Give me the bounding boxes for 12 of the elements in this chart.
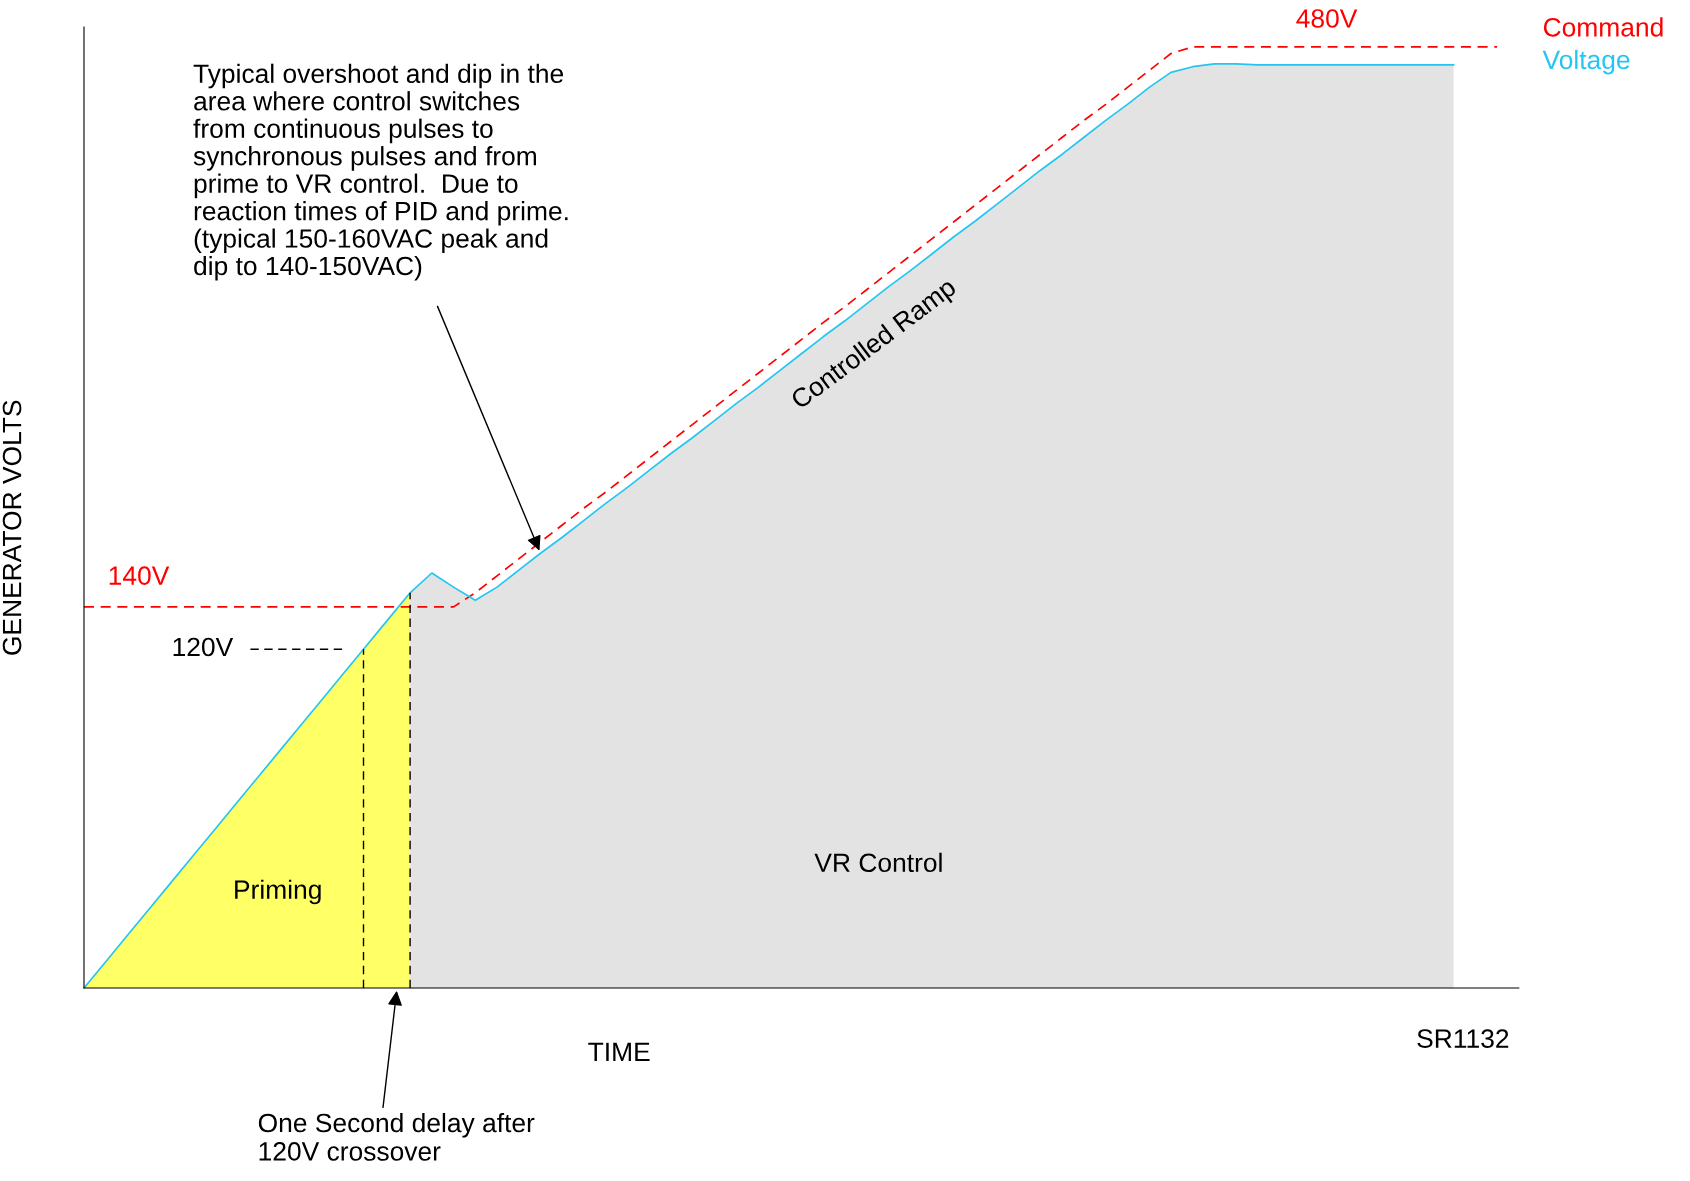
annotation: 140V bbox=[109, 566, 170, 585]
annotation: Typical overshoot and dip in the area where control switches from continuous pulses to synchronous pulses and from prime to VR control. Due to reaction times of PID and prime. (typical 150-160VAC peak and dip to 140-150VAC) bbox=[193, 63, 568, 281]
text: One Second delay after 120V crossover bbox=[258, 1112, 535, 1161]
text: SR1132 bbox=[1417, 1029, 1509, 1048]
annotation: VR Control bbox=[814, 852, 942, 873]
ref-line-label: 120V bbox=[173, 637, 234, 657]
text: Voltage bbox=[1542, 49, 1630, 75]
series-label: Command bbox=[1543, 17, 1663, 37]
annotation: 480V bbox=[1296, 9, 1358, 28]
annotation: Priming bbox=[235, 879, 321, 905]
y-axis-title: GENERATOR VOLTS bbox=[2, 400, 22, 655]
x-axis-title: TIME bbox=[588, 1042, 650, 1061]
